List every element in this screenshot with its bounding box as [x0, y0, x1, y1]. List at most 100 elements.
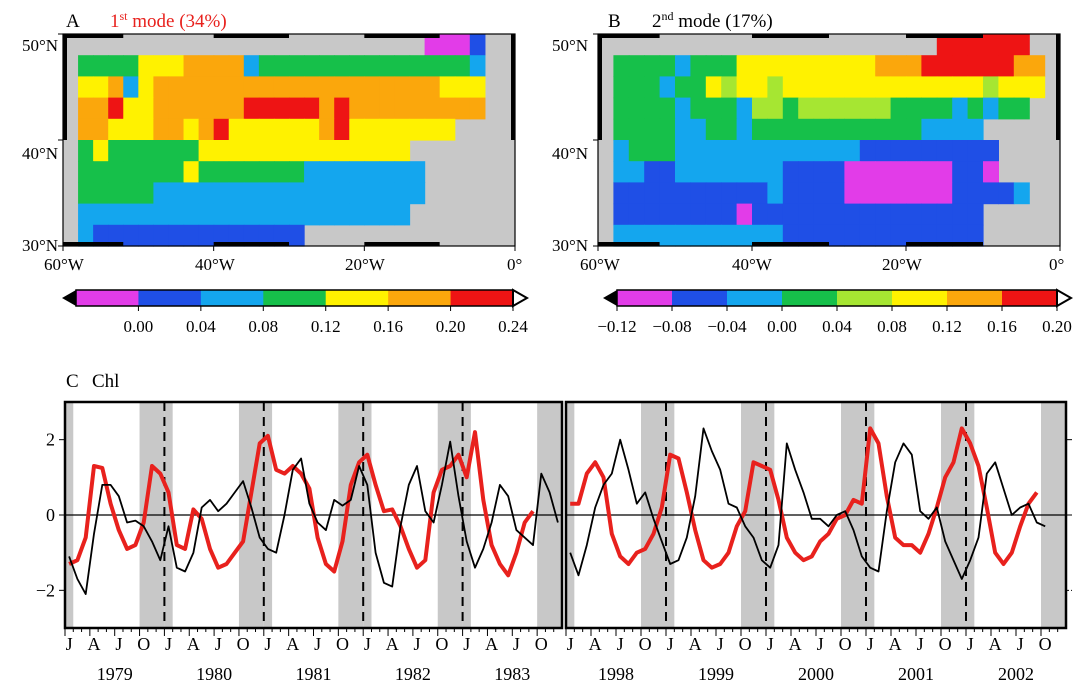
map-cell — [334, 140, 350, 162]
map-cell — [349, 76, 365, 99]
map-cell — [721, 76, 738, 99]
map-cell — [952, 118, 969, 141]
lon-label-60w: 60°W — [44, 255, 85, 274]
map-cell — [228, 97, 245, 120]
map-cell — [875, 182, 892, 205]
map-cell — [906, 55, 922, 77]
map-cell — [334, 97, 350, 120]
map-cell — [644, 182, 661, 205]
map-cell — [613, 224, 630, 247]
map-cell — [859, 118, 876, 141]
map-cell — [168, 76, 185, 99]
panel-a-title: 1st mode (34%) — [110, 9, 227, 32]
map-cell — [782, 161, 799, 183]
map-cell — [379, 118, 396, 141]
map-cell — [813, 140, 830, 162]
frame-segment — [364, 242, 440, 246]
map-cell — [93, 76, 109, 99]
panel-b: B 2nd mode (17%) 50°N 40°N 30°N 60°W 40°… — [552, 9, 1074, 336]
map-cell — [921, 224, 938, 247]
map-cell — [859, 76, 876, 99]
lat-label-30-b: 30°N — [552, 236, 588, 255]
map-cell — [890, 118, 907, 141]
map-cell — [967, 76, 984, 99]
map-cell — [659, 182, 676, 205]
map-cell — [998, 34, 1015, 56]
map-cell — [319, 76, 335, 99]
map-cell — [936, 118, 953, 141]
y-tick-label: 2 — [46, 430, 55, 450]
map-cell — [424, 55, 441, 77]
map-cell — [168, 203, 185, 226]
map-cell — [798, 97, 815, 120]
map-cell — [906, 97, 922, 120]
map-cell — [705, 140, 722, 162]
map-cell — [349, 203, 365, 226]
map-cell — [736, 97, 753, 120]
month-label: J — [115, 634, 122, 654]
map-cell — [243, 161, 260, 183]
map-cell — [675, 118, 691, 141]
map-cell — [967, 203, 984, 226]
map-cell — [108, 203, 124, 226]
map-cell — [1013, 182, 1030, 205]
month-label: J — [414, 634, 421, 654]
map-cell — [736, 203, 753, 226]
month-label: A — [485, 634, 498, 654]
map-cell — [675, 161, 691, 183]
map-cell — [258, 161, 275, 183]
month-label: A — [689, 634, 702, 654]
map-cell — [752, 55, 768, 77]
map-cell — [952, 76, 969, 99]
map-cell — [628, 224, 645, 247]
map-cell — [613, 182, 630, 205]
map-cell — [409, 97, 426, 120]
month-label: J — [314, 634, 321, 654]
map-cell — [859, 182, 876, 205]
map-cell — [752, 203, 768, 226]
map-cell — [952, 140, 969, 162]
frame-segment — [598, 34, 602, 140]
map-cell — [123, 203, 139, 226]
map-cell — [228, 203, 245, 226]
map-cell — [168, 161, 185, 183]
map-cell — [258, 140, 275, 162]
map-cell — [108, 118, 124, 141]
map-cell — [967, 55, 984, 77]
map-cell — [844, 118, 861, 141]
map-cell — [782, 182, 799, 205]
map-cell — [936, 55, 953, 77]
map-cell — [921, 182, 938, 205]
map-cell — [168, 182, 185, 205]
map-cell — [289, 182, 305, 205]
map-cell — [153, 97, 170, 120]
map-cell — [183, 182, 200, 205]
month-label: J — [264, 634, 271, 654]
year-label: 1998 — [598, 664, 634, 684]
year-label: 2000 — [798, 664, 834, 684]
lon-label-40w: 40°W — [195, 255, 236, 274]
map-cell — [138, 182, 154, 205]
map-cell — [921, 97, 938, 120]
map-cell — [705, 203, 722, 226]
map-cell — [183, 97, 200, 120]
frame-segment — [63, 34, 67, 140]
panel-c-letter: C — [66, 371, 79, 392]
map-cell — [289, 161, 305, 183]
map-cell — [690, 55, 707, 77]
map-cell — [454, 55, 471, 77]
map-cell — [153, 140, 170, 162]
month-label: J — [364, 634, 371, 654]
map-cell — [967, 118, 984, 141]
map-cell — [859, 203, 876, 226]
map-cell — [721, 182, 738, 205]
frame-segment — [598, 242, 660, 246]
colorbar-tick-label: 0.20 — [436, 317, 466, 336]
map-cell — [379, 76, 396, 99]
map-cell — [183, 161, 200, 183]
map-cell — [767, 182, 784, 205]
map-cell — [394, 203, 411, 226]
map-cell — [78, 118, 94, 141]
frame-segment — [63, 34, 124, 38]
map-cell — [364, 203, 380, 226]
